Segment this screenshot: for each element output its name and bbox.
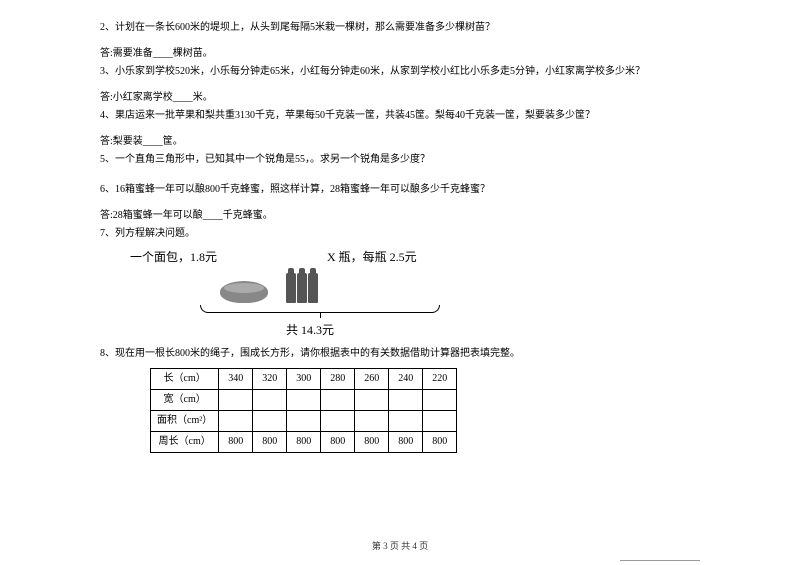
- answer-2: 答:需要准备____棵树苗。: [100, 46, 700, 62]
- row-header-length: 长（cm）: [151, 369, 219, 390]
- cell: 800: [321, 432, 355, 453]
- cell: 800: [423, 432, 457, 453]
- cell: [423, 411, 457, 432]
- bottles-icon: [286, 273, 318, 303]
- q7-bread-label: 一个面包，1.8元: [130, 248, 217, 267]
- row-header-area: 面积（cm²）: [151, 411, 219, 432]
- cell: 280: [321, 369, 355, 390]
- q7-total: 共 14.3元: [190, 321, 430, 340]
- footer-line: [620, 560, 700, 561]
- question-3: 3、小乐家到学校520米，小乐每分钟走65米，小红每分钟走60米，从家到学校小红…: [100, 64, 700, 80]
- cell: 800: [287, 432, 321, 453]
- cell: 220: [423, 369, 457, 390]
- cell: [253, 390, 287, 411]
- question-5: 5、一个直角三角形中，已知其中一个锐角是55，。求另一个锐角是多少度？: [100, 152, 700, 168]
- cell: 340: [219, 369, 253, 390]
- brace-icon: [200, 305, 440, 313]
- cell: [219, 390, 253, 411]
- cell: [287, 411, 321, 432]
- question-6: 6、16箱蜜蜂一年可以酿800千克蜂蜜，照这样计算，28箱蜜蜂一年可以酿多少千克…: [100, 182, 700, 198]
- page-footer: 第 3 页 共 4 页: [0, 539, 800, 553]
- bread-icon: [220, 281, 268, 303]
- q7-bottle-label: X 瓶，每瓶 2.5元: [327, 248, 417, 267]
- cell: 800: [219, 432, 253, 453]
- brace-wrap: [200, 305, 440, 313]
- table-row: 长（cm） 340 320 300 280 260 240 220: [151, 369, 457, 390]
- cell: 320: [253, 369, 287, 390]
- cell: [287, 390, 321, 411]
- question-2: 2、计划在一条长600米的堤坝上，从头到尾每隔5米栽一棵树，那么需要准备多少棵树…: [100, 20, 700, 36]
- question-8: 8、现在用一根长800米的绳子，围成长方形，请你根据表中的有关数据借助计算器把表…: [100, 346, 700, 362]
- cell: 300: [287, 369, 321, 390]
- q7-illustration: [220, 273, 700, 303]
- cell: [423, 390, 457, 411]
- cell: [389, 390, 423, 411]
- table-row: 面积（cm²）: [151, 411, 457, 432]
- bottle-icon: [286, 273, 296, 303]
- q8-table: 长（cm） 340 320 300 280 260 240 220 宽（cm） …: [150, 368, 457, 453]
- cell: [355, 411, 389, 432]
- bottle-icon: [297, 273, 307, 303]
- cell: 800: [389, 432, 423, 453]
- row-header-width: 宽（cm）: [151, 390, 219, 411]
- answer-3: 答:小红家离学校____米。: [100, 90, 700, 106]
- cell: [321, 411, 355, 432]
- question-4: 4、果店运来一批苹果和梨共重3130千克，苹果每50千克装一筐，共装45筐。梨每…: [100, 108, 700, 124]
- row-header-perimeter: 周长（cm）: [151, 432, 219, 453]
- table-row: 周长（cm） 800 800 800 800 800 800 800: [151, 432, 457, 453]
- cell: [355, 390, 389, 411]
- cell: 800: [253, 432, 287, 453]
- cell: [321, 390, 355, 411]
- cell: 800: [355, 432, 389, 453]
- cell: [389, 411, 423, 432]
- question-7: 7、列方程解决问题。: [100, 226, 700, 242]
- bottle-icon: [308, 273, 318, 303]
- cell: [253, 411, 287, 432]
- answer-4: 答:梨要装____筐。: [100, 134, 700, 150]
- cell: [219, 411, 253, 432]
- table-row: 宽（cm）: [151, 390, 457, 411]
- q7-labels: 一个面包，1.8元 X 瓶，每瓶 2.5元: [130, 248, 700, 267]
- cell: 260: [355, 369, 389, 390]
- answer-6: 答:28箱蜜蜂一年可以酿____千克蜂蜜。: [100, 208, 700, 224]
- cell: 240: [389, 369, 423, 390]
